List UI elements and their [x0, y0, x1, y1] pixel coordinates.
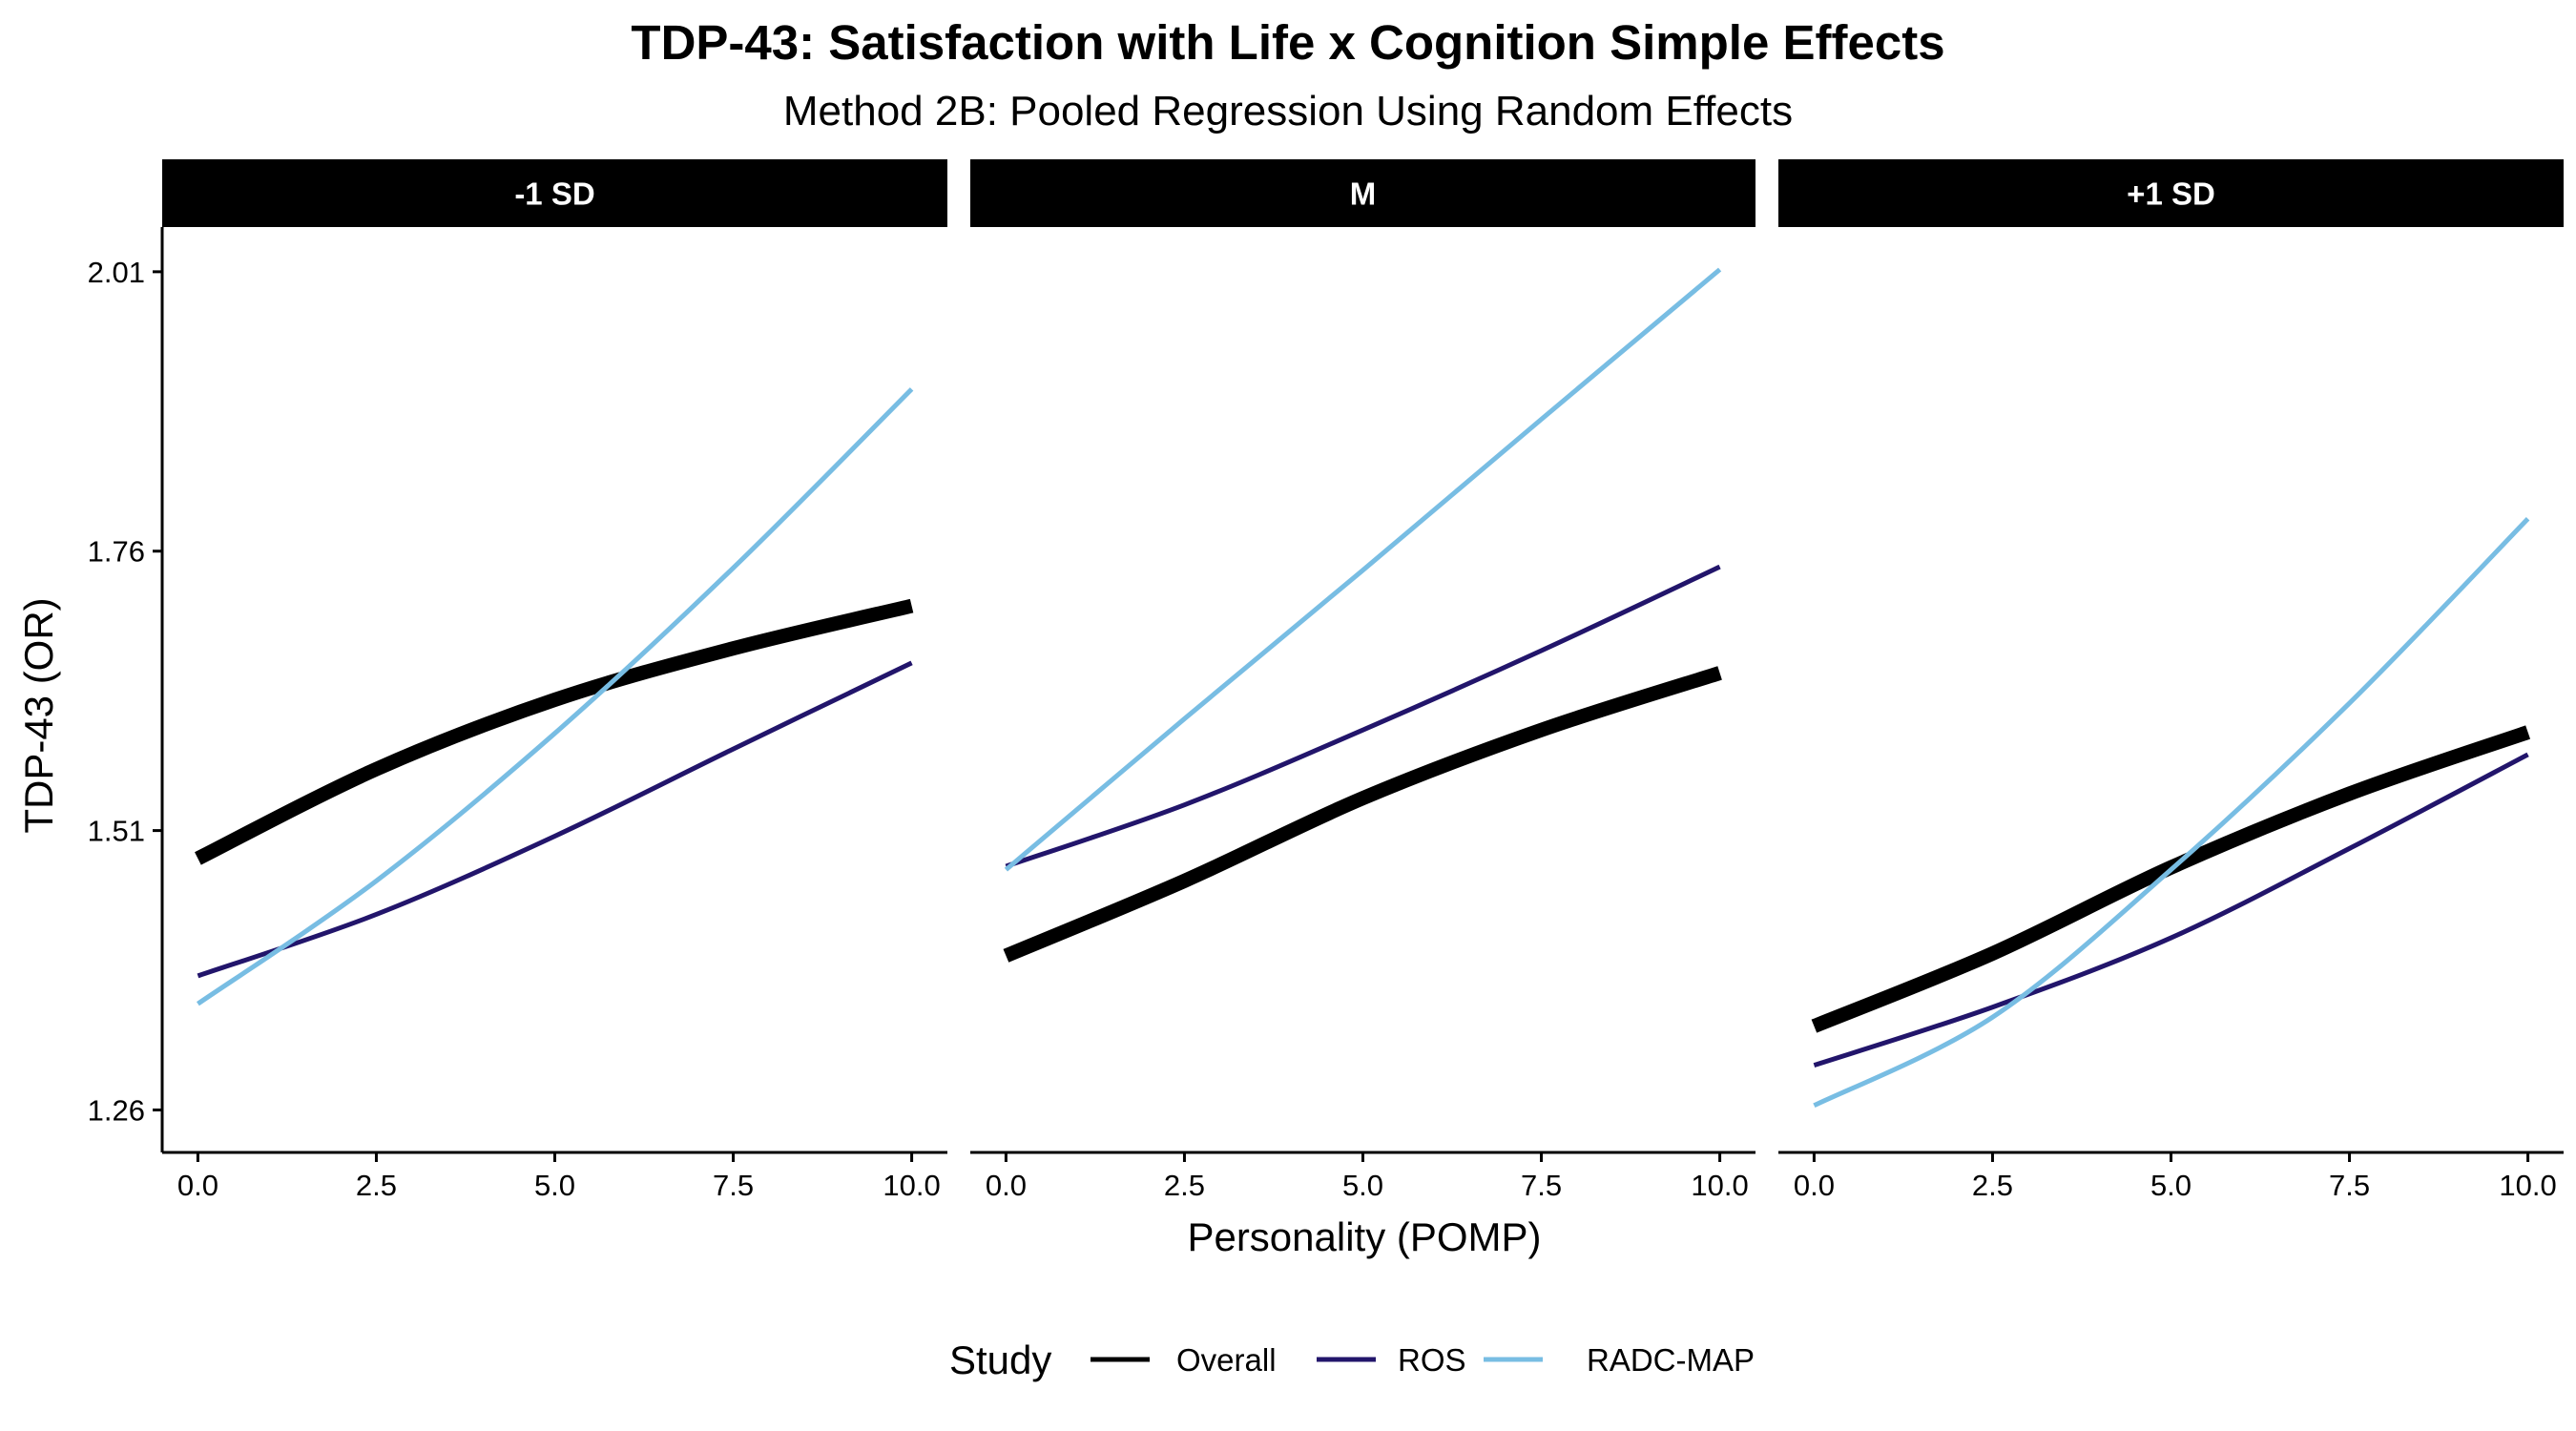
- x-tick-label: 0.0: [1794, 1169, 1835, 1202]
- facet-strip-label: M: [1350, 176, 1377, 212]
- facet-strip-label: +1 SD: [2127, 176, 2215, 212]
- facet-panel: -1 SD 0.0 2.5 5.0 7.5 10.0: [162, 159, 947, 1202]
- series-line-ros: [197, 660, 913, 979]
- chart-subtitle: Method 2B: Pooled Regression Using Rando…: [783, 88, 1793, 135]
- facet-panels: -1 SD0.0 2.5 5.0 7.5 10.0M0.0 2.5 5.0 7.5 10.0+1…: [162, 159, 2564, 1202]
- legend-title: Study: [949, 1338, 1051, 1382]
- x-tick-label: 7.5: [713, 1169, 754, 1202]
- x-tick-label: 10.0: [883, 1169, 940, 1202]
- series-line-radc-map: [1004, 267, 1722, 872]
- x-tick-label: 5.0: [534, 1169, 575, 1202]
- series-line-ros: [1813, 752, 2529, 1068]
- series-line-radc-map: [1813, 517, 2530, 1109]
- facet-strip: [970, 159, 1755, 227]
- x-tick-label: 10.0: [2499, 1169, 2556, 1202]
- y-axis: 1.26 1.51 1.76 2.01: [88, 227, 164, 1152]
- x-axis-title: Personality (POMP): [1187, 1214, 1541, 1259]
- x-tick-label: 7.5: [1521, 1169, 1562, 1202]
- x-tick-label: 2.5: [356, 1169, 397, 1202]
- facet-strip: [1778, 159, 2564, 227]
- legend-label: ROS: [1398, 1342, 1466, 1378]
- y-tick-label: 2.01: [88, 256, 145, 289]
- series-line-radc-map: [196, 387, 914, 1006]
- x-tick-label: 7.5: [2329, 1169, 2370, 1202]
- facet-strip-label: -1 SD: [514, 176, 594, 212]
- chart-title: TDP-43: Satisfaction with Life x Cogniti…: [631, 15, 1944, 70]
- series-line-ros: [1005, 564, 1721, 869]
- x-tick-label: 10.0: [1691, 1169, 1748, 1202]
- facet-panel: M 0.0 2.5 5.0 7.5 10.0: [970, 159, 1755, 1202]
- legend-label: RADC-MAP: [1587, 1342, 1755, 1378]
- series-line-overall: [195, 598, 914, 865]
- facet-panel: +1 SD 0.0 2.5 5.0 7.5 10.0: [1778, 159, 2564, 1202]
- y-tick-label: 1.51: [88, 815, 145, 848]
- y-tick-label: 1.26: [88, 1093, 145, 1127]
- x-tick-label: 0.0: [177, 1169, 218, 1202]
- legend-label: Overall: [1176, 1342, 1277, 1378]
- x-tick-label: 5.0: [2150, 1169, 2192, 1202]
- series-line-overall: [1811, 725, 2531, 1033]
- x-tick-label: 5.0: [1342, 1169, 1383, 1202]
- x-tick-label: 0.0: [986, 1169, 1027, 1202]
- x-tick-label: 2.5: [1972, 1169, 2013, 1202]
- x-tick-label: 2.5: [1164, 1169, 1205, 1202]
- series-line-overall: [1003, 666, 1722, 963]
- y-tick-label: 1.76: [88, 535, 145, 569]
- facet-strip: [162, 159, 947, 227]
- legend: Study Overall ROS RADC-MAP: [949, 1338, 1755, 1382]
- y-axis-title: TDP-43 (OR): [16, 597, 61, 833]
